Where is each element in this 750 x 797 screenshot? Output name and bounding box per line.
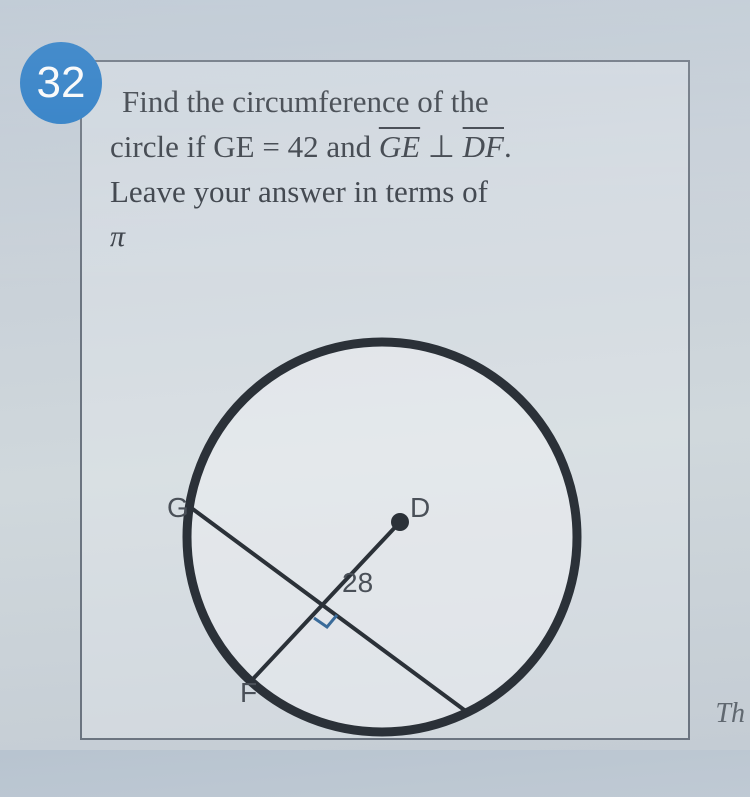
segment-GE: GE <box>379 129 420 164</box>
label-D: D <box>410 492 430 523</box>
center-point-D <box>391 513 409 531</box>
problem-line4: π <box>110 215 660 259</box>
problem-number: 32 <box>37 58 86 108</box>
segment-DF: DF <box>463 129 504 164</box>
problem-number-badge: 32 <box>20 42 102 124</box>
cutoff-text: Th <box>715 698 745 730</box>
label-G: G <box>167 492 189 523</box>
problem-line3: Leave your answer in terms of <box>110 170 660 215</box>
problem-line2: circle if GE = 42 and GE ⊥ DF. <box>110 125 660 170</box>
problem-line1: Find the circumference of the <box>110 80 660 125</box>
label-28: 28 <box>342 567 373 598</box>
cutoff-line1: Th <box>715 698 745 730</box>
circle-diagram-svg: G D F 28 <box>132 322 632 792</box>
label-F: F <box>240 677 257 708</box>
main-circle <box>187 342 577 732</box>
problem-container: Find the circumference of the circle if … <box>80 60 690 740</box>
geometry-diagram: G D F 28 <box>132 322 632 792</box>
problem-statement: Find the circumference of the circle if … <box>110 80 660 258</box>
